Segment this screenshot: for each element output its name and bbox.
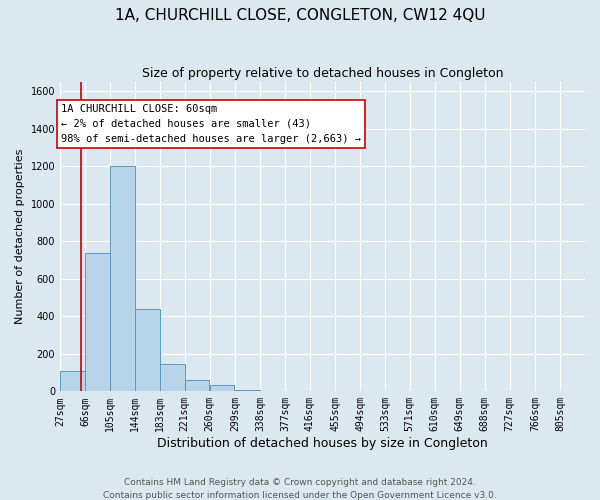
Text: 1A CHURCHILL CLOSE: 60sqm
← 2% of detached houses are smaller (43)
98% of semi-d: 1A CHURCHILL CLOSE: 60sqm ← 2% of detach… bbox=[61, 104, 361, 144]
Text: Contains HM Land Registry data © Crown copyright and database right 2024.
Contai: Contains HM Land Registry data © Crown c… bbox=[103, 478, 497, 500]
Bar bbox=[85, 254, 110, 392]
Bar bbox=[135, 309, 160, 392]
Bar bbox=[235, 390, 260, 392]
Bar bbox=[210, 385, 235, 392]
Y-axis label: Number of detached properties: Number of detached properties bbox=[15, 149, 25, 324]
Bar bbox=[160, 364, 185, 392]
Bar bbox=[60, 370, 85, 392]
Text: 1A, CHURCHILL CLOSE, CONGLETON, CW12 4QU: 1A, CHURCHILL CLOSE, CONGLETON, CW12 4QU bbox=[115, 8, 485, 22]
Title: Size of property relative to detached houses in Congleton: Size of property relative to detached ho… bbox=[142, 68, 503, 80]
Bar bbox=[110, 166, 135, 392]
Bar bbox=[185, 380, 209, 392]
X-axis label: Distribution of detached houses by size in Congleton: Distribution of detached houses by size … bbox=[157, 437, 488, 450]
